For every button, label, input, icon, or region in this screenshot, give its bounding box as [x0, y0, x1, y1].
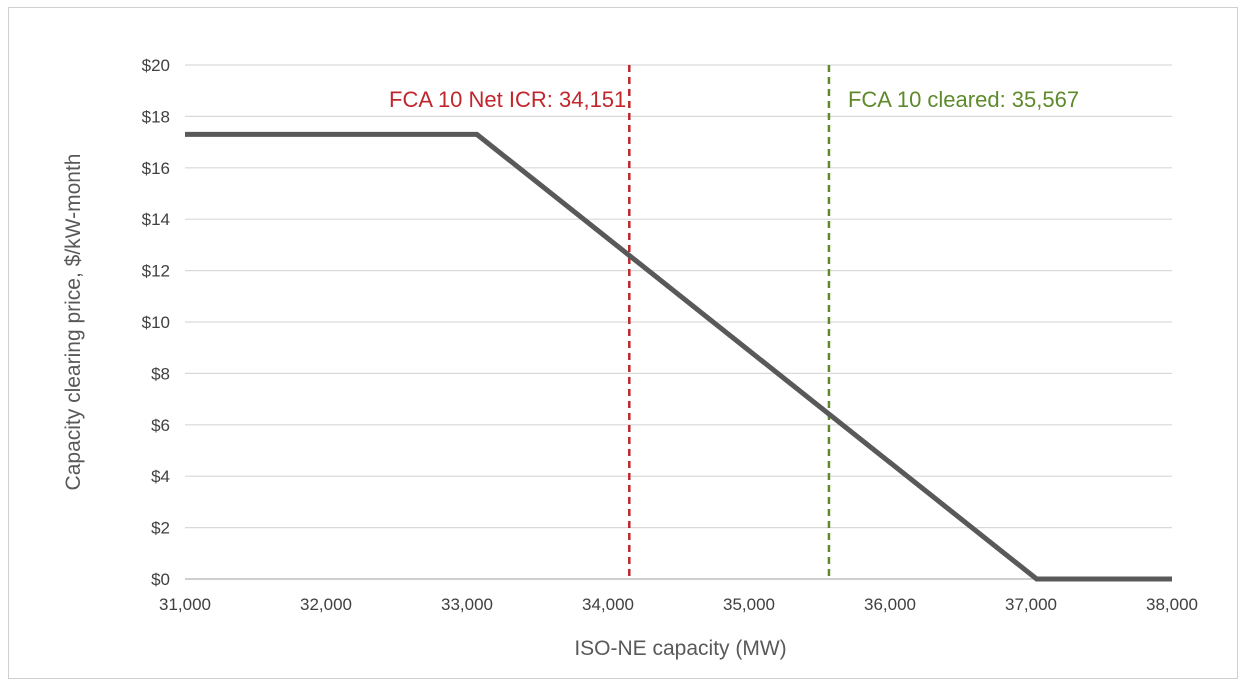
y-tick-label: $20 [142, 56, 170, 75]
chart-frame [8, 7, 1238, 679]
x-axis-title: ISO-NE capacity (MW) [574, 637, 786, 660]
y-tick-label: $4 [151, 467, 170, 486]
gridlines [185, 64, 1172, 529]
series-line [185, 131, 1172, 582]
y-axis-title: Capacity clearing price, $/kW-month [62, 154, 85, 491]
x-tick-label: 34,000 [582, 595, 634, 614]
y-tick-label: $10 [142, 313, 170, 332]
y-tick-label: $8 [151, 364, 170, 383]
x-tick-label: 33,000 [441, 595, 493, 614]
x-tick-label: 37,000 [1005, 595, 1057, 614]
reference-lines: FCA 10 Net ICR: 34,151 FCA 10 cleared: 35… [389, 65, 1079, 579]
y-tick-label: $14 [142, 210, 170, 229]
x-tick-label: 35,000 [723, 595, 775, 614]
series-layer [185, 131, 1172, 582]
y-tick-label: $12 [142, 262, 170, 281]
y-tick-label: $0 [151, 570, 170, 589]
reference-line-label: FCA 10 cleared: 35,567 [848, 87, 1079, 112]
x-tick-label: 32,000 [300, 595, 352, 614]
y-tick-label: $6 [151, 416, 170, 435]
x-tick-label: 38,000 [1146, 595, 1198, 614]
y-tick-label: $18 [142, 107, 170, 126]
tick-labels: $0 $2 $4 $6 $8 $10 $12 $14 $16 $18 $20 31,000 32,000… [142, 56, 1198, 614]
y-tick-label: $16 [142, 159, 170, 178]
y-tick-label: $2 [151, 519, 170, 538]
x-tick-label: 31,000 [159, 595, 211, 614]
x-tick-label: 36,000 [864, 595, 916, 614]
reference-line-label: FCA 10 Net ICR: 34,151 [389, 87, 626, 112]
